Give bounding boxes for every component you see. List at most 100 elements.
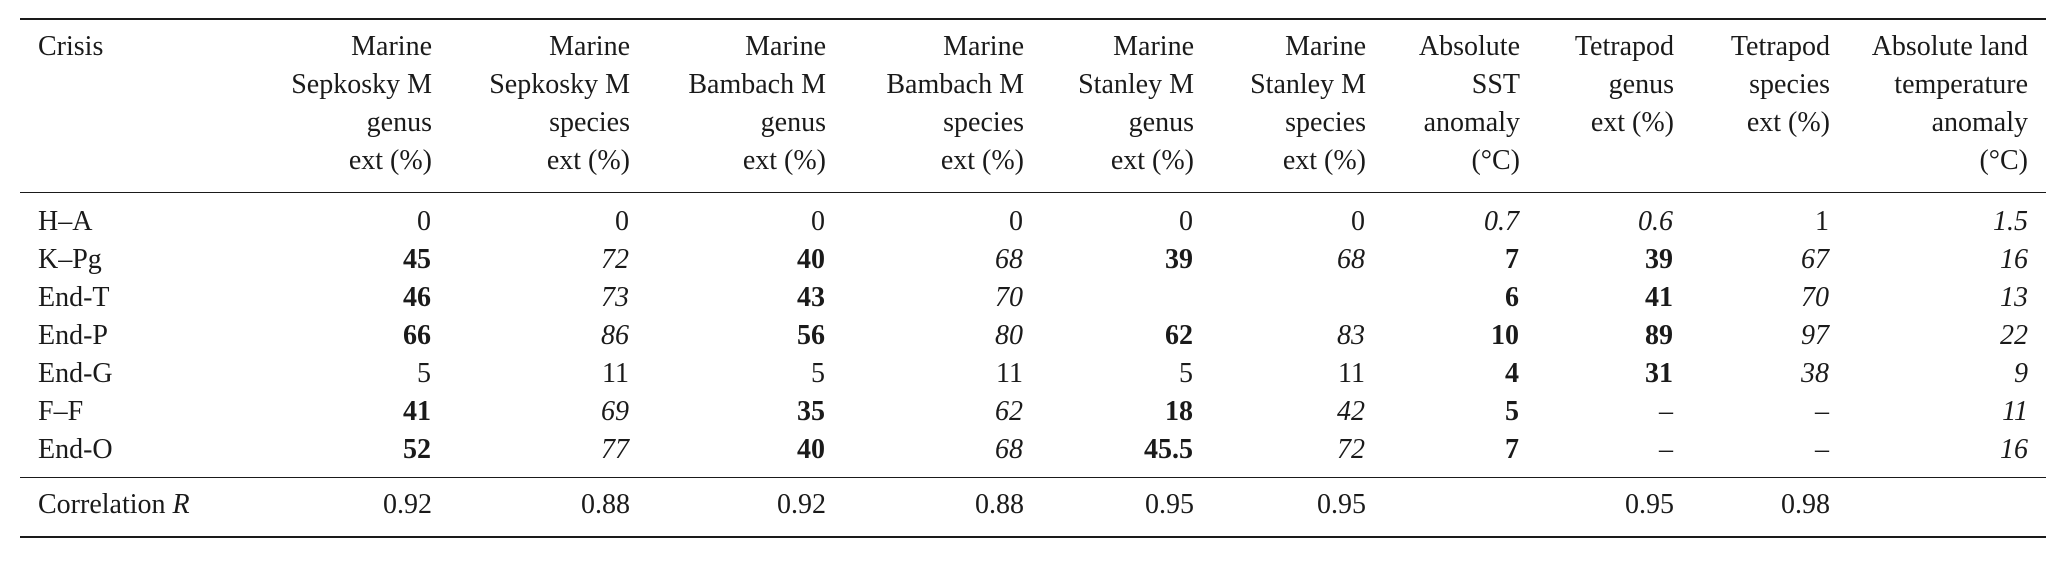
correlation-cell: 0.98	[1781, 489, 1830, 520]
header-col-4: Marine Bambach M species ext (%)	[826, 19, 1024, 193]
table-row: K–Pg 45 72 40 68 39 68 7 39 67 16	[20, 241, 2046, 279]
table-cell: 0	[1179, 206, 1193, 237]
header-col-10-line-1: Absolute land	[1871, 31, 2028, 62]
header-col-4-line-1: Marine	[943, 31, 1024, 62]
table-cell: 10	[1491, 320, 1519, 351]
header-col-1: Marine Sepkosky M genus ext (%)	[220, 19, 432, 193]
table-cell: 62	[1165, 320, 1193, 351]
table-cell: 7	[1505, 244, 1519, 275]
correlation-cell	[1366, 478, 1520, 538]
table-cell: –	[1659, 434, 1673, 465]
table-cell: 35	[797, 396, 825, 427]
header-col-2: Marine Sepkosky M species ext (%)	[432, 19, 630, 193]
header-col-5-line-1: Marine	[1113, 31, 1194, 62]
correlation-cell: 0.95	[1317, 489, 1366, 520]
table-cell: 1	[1815, 206, 1829, 237]
header-col-3: Marine Bambach M genus ext (%)	[630, 19, 826, 193]
correlation-cell: 0.95	[1625, 489, 1674, 520]
table-cell: 68	[1337, 244, 1365, 275]
table-cell: 66	[403, 320, 431, 351]
correlation-label-prefix: Correlation	[38, 489, 173, 520]
table-cell: 45	[403, 244, 431, 275]
table-cell: 5	[811, 358, 825, 389]
header-col-7-line-3: anomaly	[1423, 107, 1520, 138]
crisis-name: End-T	[38, 282, 110, 313]
table-cell: 69	[601, 396, 629, 427]
correlation-label-var: R	[172, 489, 190, 520]
table-row: End-O 52 77 40 68 45.5 72 7 – – 16	[20, 431, 2046, 478]
header-col-7-line-4: (°C)	[1471, 145, 1520, 176]
table-cell: –	[1815, 396, 1829, 427]
header-col-1-line-2: Sepkosky M	[291, 69, 432, 100]
header-col-6: Marine Stanley M species ext (%)	[1194, 19, 1366, 193]
header-col-6-line-2: Stanley M	[1250, 69, 1366, 100]
correlation-cell: 0.88	[975, 489, 1024, 520]
header-col-6-line-1: Marine	[1285, 31, 1366, 62]
table-cell: 6	[1505, 282, 1519, 313]
table-cell: 41	[1645, 282, 1673, 313]
header-col-9: Tetrapod species ext (%)	[1674, 19, 1830, 193]
header-col-3-line-2: Bambach M	[688, 69, 826, 100]
table-cell: 5	[1505, 396, 1519, 427]
header-col-10-line-3: anomaly	[1931, 107, 2028, 138]
header-col-4-line-3: species	[943, 107, 1024, 138]
table-cell: 52	[403, 434, 431, 465]
table-cell: 68	[995, 244, 1023, 275]
crisis-name: End-P	[38, 320, 108, 351]
table-cell: 72	[1337, 434, 1365, 465]
table-cell: 7	[1505, 434, 1519, 465]
header-col-6-line-3: species	[1285, 107, 1366, 138]
header-col-3-line-3: genus	[760, 107, 826, 138]
header-col-1-line-3: genus	[366, 107, 432, 138]
header-col-7-line-1: Absolute	[1418, 31, 1520, 62]
table-cell: 46	[403, 282, 431, 313]
header-col-7: Absolute SST anomaly (°C)	[1366, 19, 1520, 193]
table-cell: 39	[1165, 244, 1193, 275]
header-col-5: Marine Stanley M genus ext (%)	[1024, 19, 1194, 193]
table-cell: 77	[601, 434, 629, 465]
table-cell: 68	[995, 434, 1023, 465]
header-col-5-line-4: ext (%)	[1110, 145, 1194, 176]
table-cell: 0.6	[1638, 206, 1673, 237]
correlation-row: Correlation R 0.92 0.88 0.92 0.88 0.95 0.95 0.…	[20, 477, 2046, 538]
table-cell: 11	[2002, 396, 2028, 427]
crisis-name: End-G	[38, 358, 113, 389]
table-cell: 86	[601, 320, 629, 351]
correlation-cell: 0.88	[581, 489, 630, 520]
table-cell: 4	[1505, 358, 1519, 389]
header-col-9-line-3: ext (%)	[1746, 107, 1830, 138]
table-cell: 70	[995, 282, 1023, 313]
table-cell: 16	[2000, 434, 2028, 465]
correlation-cell: 0.92	[383, 489, 432, 520]
table-cell: 11	[1338, 358, 1365, 389]
header-col-4-line-4: ext (%)	[940, 145, 1024, 176]
table-row: F–F 41 69 35 62 18 42 5 – – 11	[20, 393, 2046, 431]
correlation-cell: 0.95	[1145, 489, 1194, 520]
header-col-2-line-3: species	[549, 107, 630, 138]
header-col-10: Absolute land temperature anomaly (°C)	[1830, 19, 2046, 193]
header-col-9-line-2: species	[1749, 69, 1830, 100]
header-crisis: Crisis	[38, 31, 104, 62]
table-cell: 0	[1009, 206, 1023, 237]
correlation-label: Correlation R	[20, 478, 220, 538]
table-cell: 0	[1351, 206, 1365, 237]
table-cell: 1.5	[1993, 206, 2028, 237]
header-col-6-line-4: ext (%)	[1282, 145, 1366, 176]
header-col-7-line-2: SST	[1471, 69, 1520, 100]
crisis-name: K–Pg	[38, 244, 102, 275]
table-cell: 40	[797, 244, 825, 275]
header-col-5-line-3: genus	[1128, 107, 1194, 138]
table-cell: 5	[1179, 358, 1193, 389]
table-cell: 72	[601, 244, 629, 275]
table-cell: 9	[2014, 358, 2028, 389]
table-cell: 45.5	[1144, 434, 1193, 465]
table-cell: 5	[417, 358, 431, 389]
header-col-2-line-4: ext (%)	[546, 145, 630, 176]
table-cell: 56	[797, 320, 825, 351]
header-col-8-line-2: genus	[1608, 69, 1674, 100]
table-cell	[1194, 279, 1366, 317]
header-col-3-line-4: ext (%)	[742, 145, 826, 176]
table-cell: 31	[1645, 358, 1673, 389]
table-cell: 11	[602, 358, 629, 389]
